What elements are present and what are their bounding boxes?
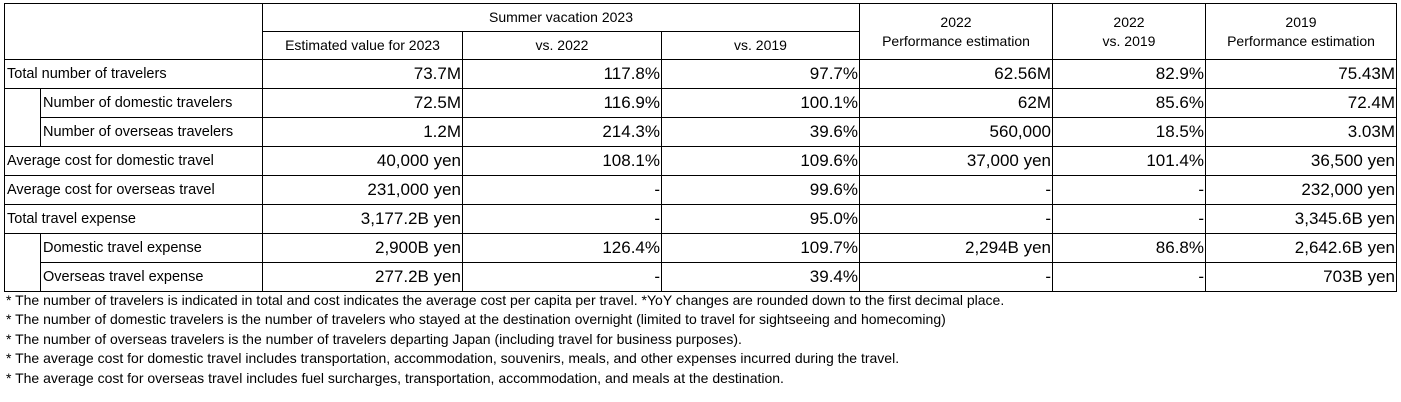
row-label: Number of overseas travelers	[40, 117, 263, 147]
row-label: Average cost for domestic travel	[4, 146, 263, 176]
cell-2022-performance: 560,000	[859, 117, 1053, 147]
travel-statistics-table: Summer vacation 2023 2022 Performance es…	[4, 3, 1397, 292]
header-vs-2022: vs. 2022	[462, 31, 662, 60]
footnote: * The average cost for overseas travel i…	[6, 369, 784, 386]
cell-vs-2019: 95.0%	[661, 204, 860, 234]
header-2022-performance: 2022 Performance estimation	[859, 3, 1053, 60]
row-label: Total number of travelers	[4, 59, 263, 89]
header-2019-year: 2019	[1285, 13, 1317, 30]
footnote: * The number of domestic travelers is th…	[6, 311, 946, 328]
header-2022vs-sub: vs. 2019	[1102, 32, 1156, 49]
header-corner	[4, 3, 263, 60]
cell-estimated-2023: 2,900B yen	[262, 233, 463, 263]
header-summer-group: Summer vacation 2023	[262, 3, 860, 32]
cell-vs-2019: 97.7%	[661, 59, 860, 89]
cell-2022-performance: -	[859, 262, 1053, 292]
footnote: * The number of overseas travelers is th…	[6, 330, 742, 347]
cell-vs-2019: 109.7%	[661, 233, 860, 263]
header-2022-sub: Performance estimation	[882, 32, 1030, 49]
table-row: Total number of travelers 73.7M 117.8% 9…	[4, 59, 1397, 89]
header-2022-vs-2019: 2022 vs. 2019	[1052, 3, 1206, 60]
cell-vs-2022: -	[462, 204, 662, 234]
table-row: Total travel expense 3,177.2B yen - 95.0…	[4, 204, 1397, 234]
cell-vs-2022: -	[462, 262, 662, 292]
footnote: * The average cost for domestic travel i…	[6, 350, 900, 367]
cell-vs-2019: 39.4%	[661, 262, 860, 292]
cell-2019-performance: 75.43M	[1205, 59, 1397, 89]
cell-vs-2019: 39.6%	[661, 117, 860, 147]
cell-2019-performance: 232,000 yen	[1205, 175, 1397, 205]
row-label: Domestic travel expense	[40, 233, 263, 263]
cell-2019-performance: 2,642.6B yen	[1205, 233, 1397, 263]
cell-2022-vs-2019: 86.8%	[1052, 233, 1206, 263]
row-label: Total travel expense	[4, 204, 263, 234]
cell-2022-vs-2019: 18.5%	[1052, 117, 1206, 147]
cell-2022-performance: 62.56M	[859, 59, 1053, 89]
footnotes: * The number of travelers is indicated i…	[6, 291, 1004, 388]
cell-vs-2019: 100.1%	[661, 88, 860, 118]
cell-2022-vs-2019: 85.6%	[1052, 88, 1206, 118]
cell-2022-performance: 37,000 yen	[859, 146, 1053, 176]
cell-estimated-2023: 277.2B yen	[262, 262, 463, 292]
header-estimated-2023: Estimated value for 2023	[262, 31, 463, 60]
cell-2022-performance: 62M	[859, 88, 1053, 118]
header-vs-2019: vs. 2019	[661, 31, 860, 60]
cell-estimated-2023: 73.7M	[262, 59, 463, 89]
cell-estimated-2023: 3,177.2B yen	[262, 204, 463, 234]
cell-vs-2022: 126.4%	[462, 233, 662, 263]
header-2022vs-year: 2022	[1113, 13, 1145, 30]
cell-vs-2022: 214.3%	[462, 117, 662, 147]
cell-vs-2019: 109.6%	[661, 146, 860, 176]
cell-estimated-2023: 231,000 yen	[262, 175, 463, 205]
row-label: Number of domestic travelers	[40, 88, 263, 118]
row-label: Average cost for overseas travel	[4, 175, 263, 205]
cell-estimated-2023: 40,000 yen	[262, 146, 463, 176]
header-row-2: Estimated value for 2023 vs. 2022 vs. 20…	[5, 31, 1397, 60]
cell-2022-performance: -	[859, 175, 1053, 205]
cell-2019-performance: 36,500 yen	[1205, 146, 1397, 176]
indent-spacer	[4, 233, 41, 292]
indent-spacer	[4, 88, 41, 147]
cell-2019-performance: 72.4M	[1205, 88, 1397, 118]
cell-vs-2022: 108.1%	[462, 146, 662, 176]
row-label: Overseas travel expense	[40, 262, 263, 292]
cell-estimated-2023: 1.2M	[262, 117, 463, 147]
cell-vs-2022: 117.8%	[462, 59, 662, 89]
cell-2022-performance: -	[859, 204, 1053, 234]
cell-2022-vs-2019: 101.4%	[1052, 146, 1206, 176]
cell-2019-performance: 3.03M	[1205, 117, 1397, 147]
cell-2019-performance: 703B yen	[1205, 262, 1397, 292]
cell-2022-performance: 2,294B yen	[859, 233, 1053, 263]
cell-estimated-2023: 72.5M	[262, 88, 463, 118]
cell-2022-vs-2019: -	[1052, 262, 1206, 292]
header-2019-performance: 2019 Performance estimation	[1205, 3, 1397, 60]
table-row: Domestic travel expense 2,900B yen 126.4…	[4, 233, 1397, 292]
table-row: Number of overseas travelers 1.2M 214.3%…	[5, 117, 1397, 147]
header-row-1: Summer vacation 2023 2022 Performance es…	[4, 3, 1397, 60]
footnote: * The number of travelers is indicated i…	[6, 292, 1005, 308]
table-row: Average cost for overseas travel 231,000…	[4, 175, 1397, 205]
cell-vs-2022: 116.9%	[462, 88, 662, 118]
cell-2022-vs-2019: -	[1052, 204, 1206, 234]
header-2019-sub: Performance estimation	[1227, 32, 1375, 49]
cell-2022-vs-2019: 82.9%	[1052, 59, 1206, 89]
table-row: Overseas travel expense 277.2B yen - 39.…	[5, 262, 1397, 292]
cell-2019-performance: 3,345.6B yen	[1205, 204, 1397, 234]
cell-2022-vs-2019: -	[1052, 175, 1206, 205]
table-row: Average cost for domestic travel 40,000 …	[4, 146, 1397, 176]
header-2022-year: 2022	[940, 13, 972, 30]
cell-vs-2022: -	[462, 175, 662, 205]
cell-vs-2019: 99.6%	[661, 175, 860, 205]
table-row: Number of domestic travelers 72.5M 116.9…	[4, 88, 1397, 147]
